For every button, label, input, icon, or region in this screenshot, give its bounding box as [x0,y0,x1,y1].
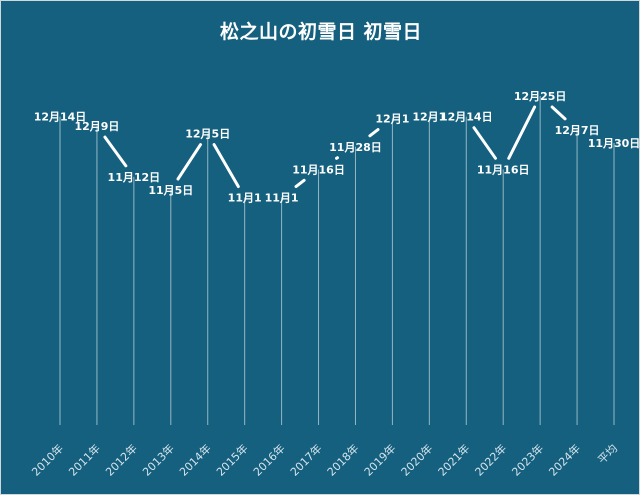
data-label: 11月16日 [477,163,530,176]
series-line-segment [550,105,567,121]
data-label: 12月5日 [185,128,230,141]
series-line-segment [335,156,339,160]
data-label: 12月25日 [514,90,567,103]
x-tick-label: 2018年 [324,441,361,478]
series-line-segment [472,126,497,160]
x-tick-label: 2020年 [398,441,435,478]
x-tick-label: 2011年 [66,441,103,478]
data-label: 11月12日 [108,171,161,184]
x-tick-label: 2016年 [250,441,287,478]
data-label: 11月5日 [148,184,193,197]
series-line-segment [212,143,240,189]
series-line-segment [176,143,203,181]
data-label: 11月1 [265,192,299,205]
series-line-segment [294,178,306,189]
series-line-segment [507,105,537,160]
x-tick-label: 2013年 [139,441,176,478]
series-line-segment [103,135,128,168]
chart-title: 松之山の初雪日 初雪日 [219,21,423,43]
data-label: 11月30日 [588,137,640,150]
data-label: 12月14日 [440,111,493,124]
data-label: 11月1 [228,192,262,205]
data-label: 12月7日 [555,124,600,137]
data-label: 12月1 [375,113,409,126]
x-tick-label: 2023年 [509,441,546,478]
data-label: 11月28日 [329,141,382,154]
data-label: 12月1 [412,111,446,124]
x-tick-label: 2021年 [435,441,472,478]
data-label: 12月9日 [74,120,119,133]
x-tick-label: 2024年 [546,441,583,478]
x-tick-label: 2012年 [103,441,140,478]
x-tick-label: 2019年 [361,441,398,478]
x-tick-label: 2017年 [287,441,324,478]
x-tick-label: 2010年 [29,441,66,478]
series-line-segment [368,128,380,138]
x-tick-label: 平均 [595,442,620,467]
x-tick-label: 2022年 [472,441,509,478]
data-label: 11月16日 [292,163,345,176]
x-tick-label: 2014年 [176,441,213,478]
x-tick-label: 2015年 [213,441,250,478]
data-label: 12月14日 [34,111,87,124]
